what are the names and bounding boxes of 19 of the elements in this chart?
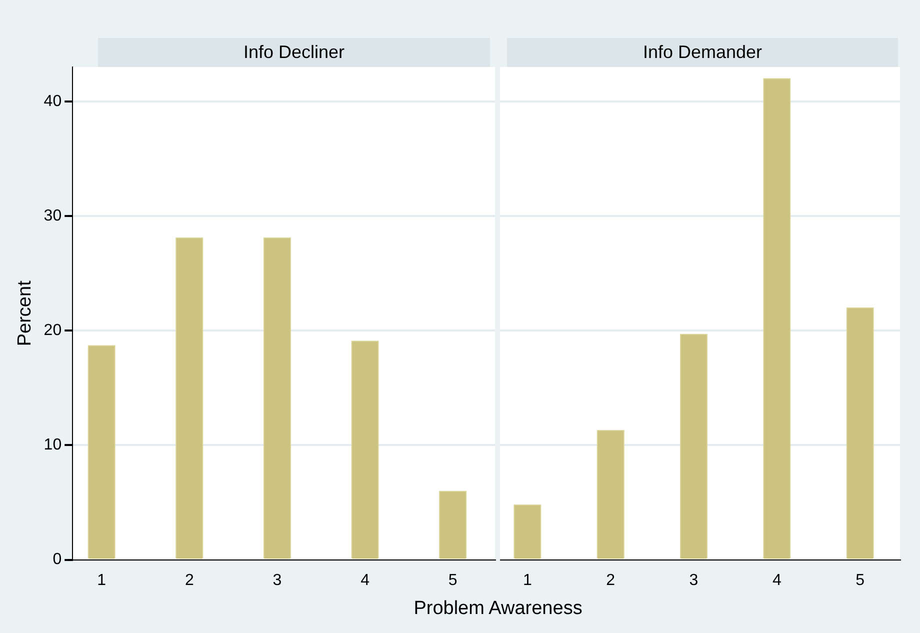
x-tick-label: 1 — [97, 572, 106, 589]
y-tick-label: 30 — [44, 207, 62, 224]
x-tick-label: 1 — [522, 572, 532, 589]
y-axis-title: Percent — [14, 280, 36, 346]
y-tick-label: 20 — [44, 322, 62, 339]
y-tick-label: 40 — [44, 92, 62, 110]
y-tick-label: 0 — [52, 551, 62, 568]
x-axis-title: Problem Awareness — [412, 598, 584, 620]
y-tick-label: 10 — [44, 436, 62, 454]
title-strip: Info Demander — [507, 38, 898, 67]
title-strip: Info Decliner — [98, 38, 490, 67]
x-tick-label: 5 — [448, 572, 458, 589]
x-tick-label: 4 — [360, 572, 370, 589]
x-tick-label: 2 — [184, 572, 194, 589]
x-tick-label: 2 — [606, 572, 616, 589]
x-tick-label: 4 — [772, 572, 782, 589]
x-tick-label: 3 — [272, 572, 282, 589]
x-tick-label: 3 — [689, 572, 698, 589]
x-tick-label: 5 — [856, 572, 865, 589]
